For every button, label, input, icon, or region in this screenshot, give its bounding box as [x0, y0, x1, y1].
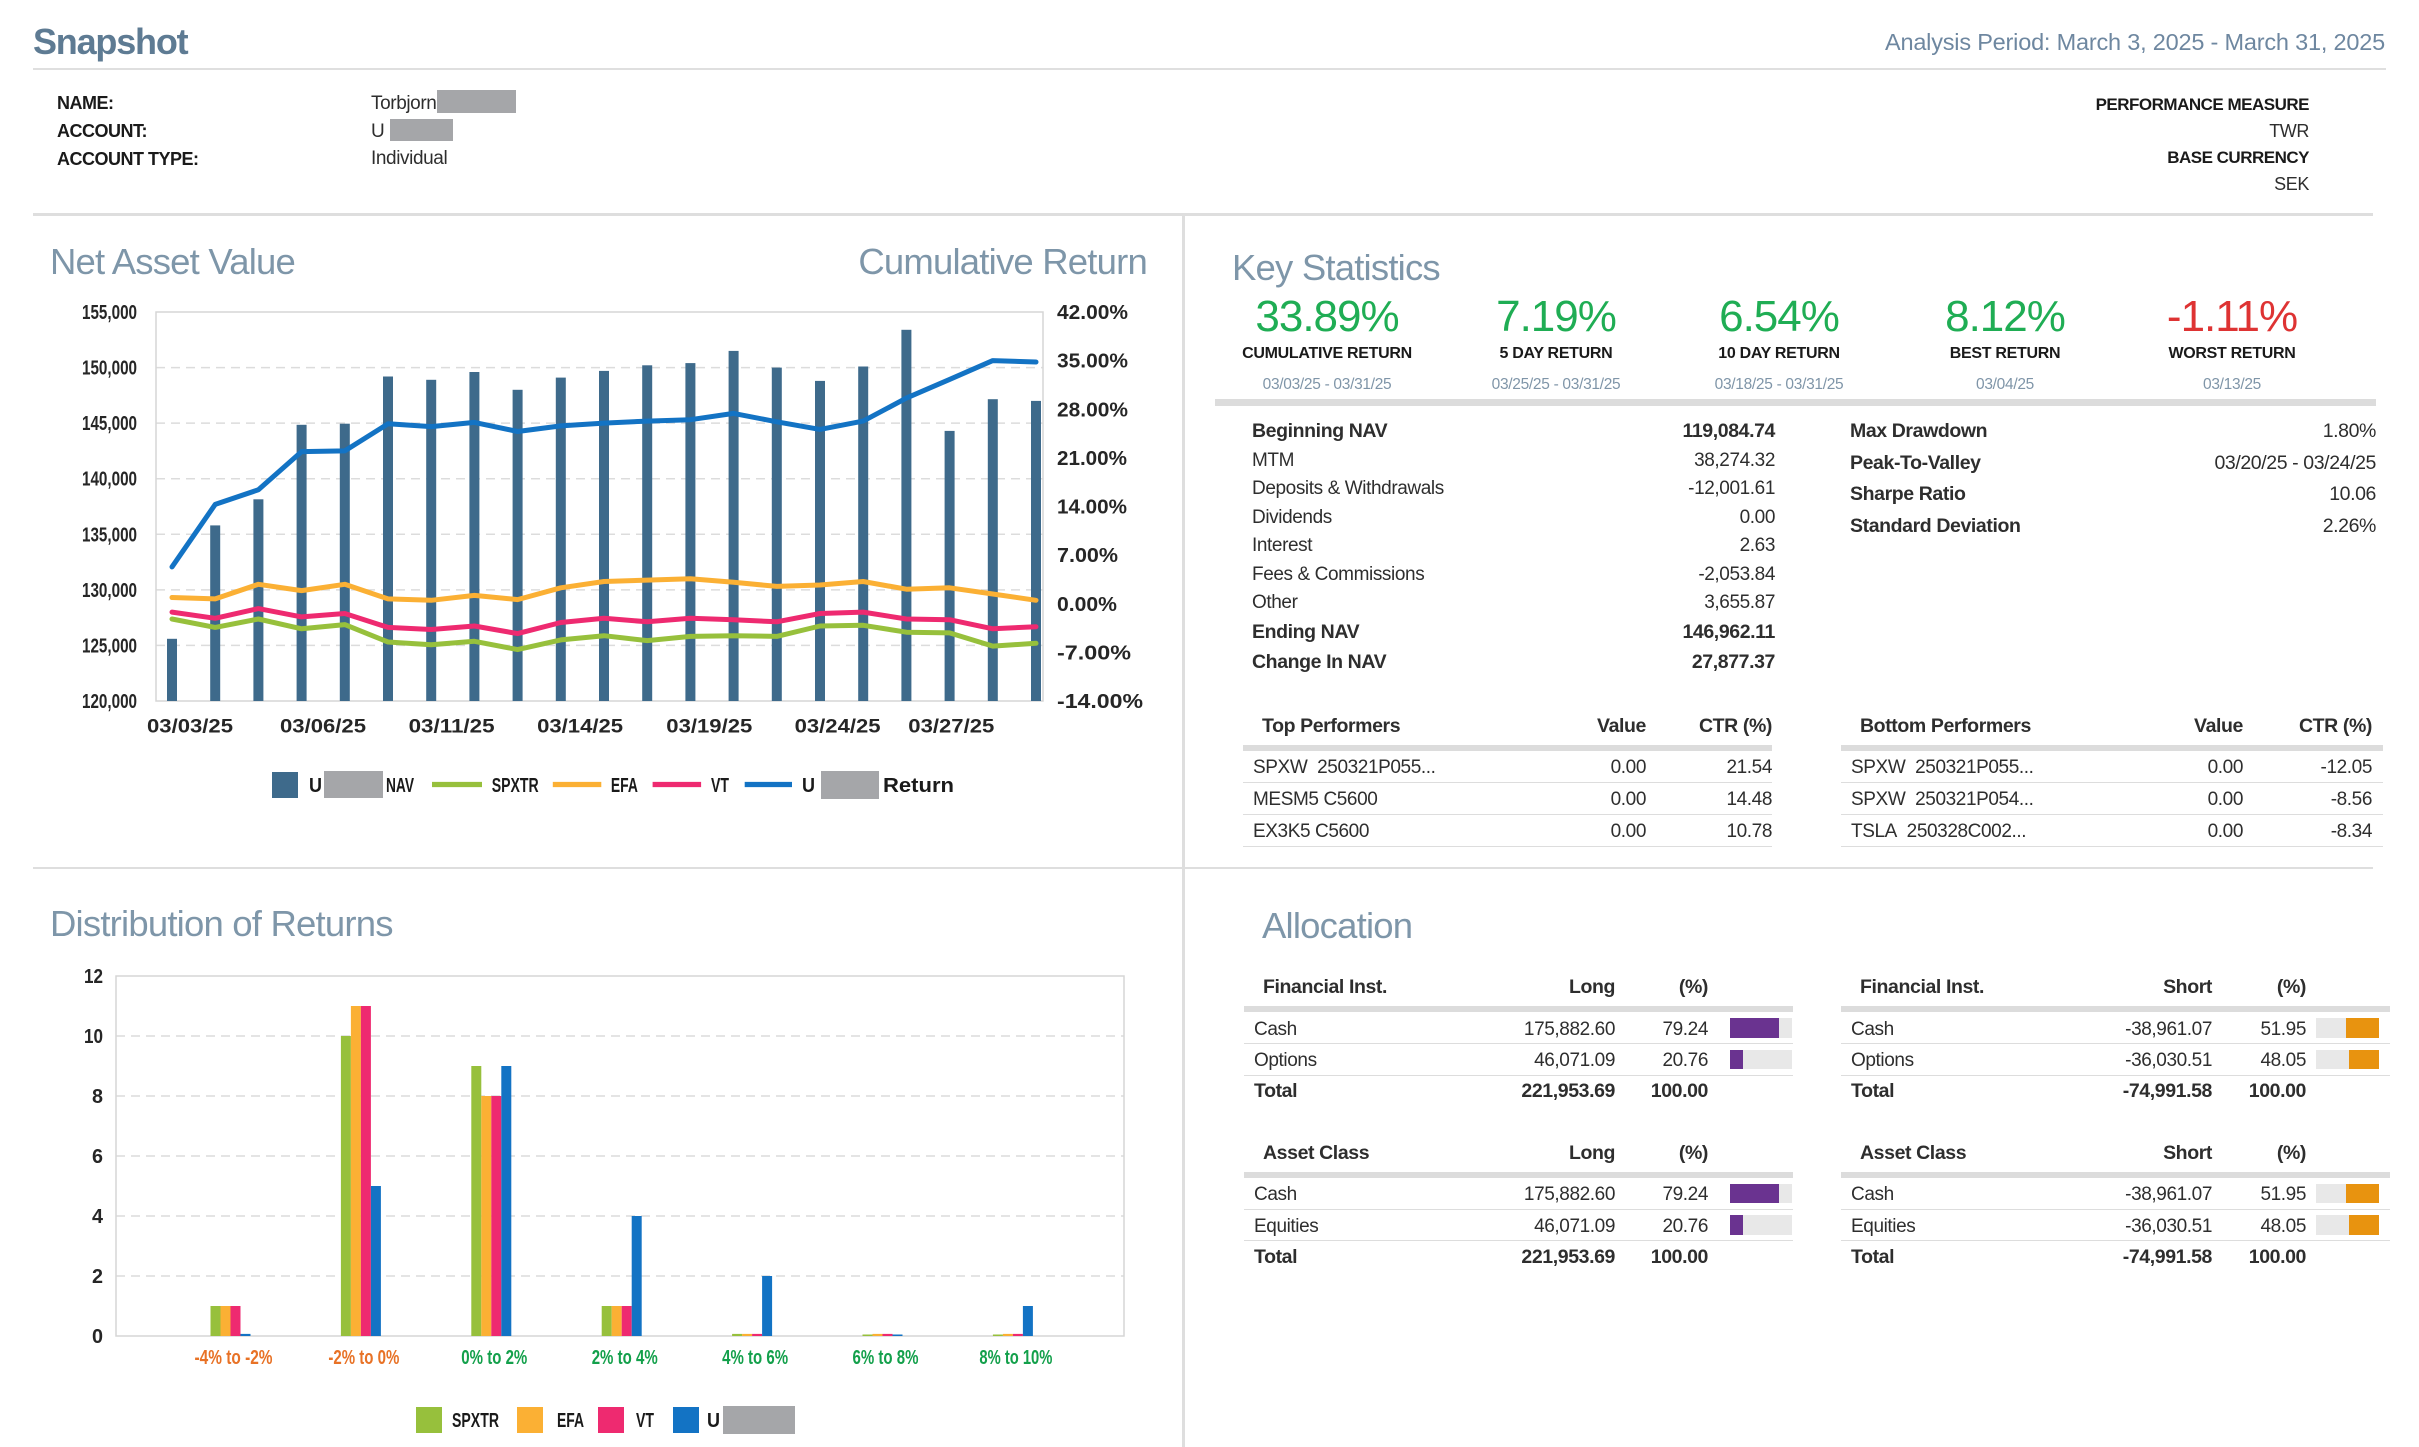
svg-text:6% to 8%: 6% to 8% — [853, 1347, 919, 1369]
svg-text:EFA: EFA — [611, 774, 638, 797]
svg-text:U: U — [802, 774, 815, 797]
svg-text:14.00%: 14.00% — [1057, 497, 1127, 519]
svg-text:35.00%: 35.00% — [1057, 351, 1128, 373]
svg-text:U: U — [707, 1409, 720, 1432]
svg-text:42.00%: 42.00% — [1057, 302, 1128, 324]
svg-text:0: 0 — [92, 1326, 103, 1348]
svg-text:140,000: 140,000 — [82, 469, 137, 491]
svg-text:6: 6 — [92, 1146, 103, 1168]
svg-text:10: 10 — [84, 1026, 103, 1048]
svg-text:NAV: NAV — [386, 774, 414, 797]
svg-text:SPXTR: SPXTR — [452, 1409, 499, 1432]
svg-text:0% to 2%: 0% to 2% — [461, 1347, 527, 1369]
svg-text:-4% to -2%: -4% to -2% — [195, 1347, 273, 1369]
svg-text:0.00%: 0.00% — [1057, 594, 1117, 616]
svg-text:12: 12 — [84, 966, 103, 988]
svg-text:03/03/25: 03/03/25 — [147, 716, 233, 738]
svg-text:03/24/25: 03/24/25 — [795, 716, 881, 738]
svg-text:VT: VT — [636, 1409, 654, 1432]
svg-text:150,000: 150,000 — [82, 358, 137, 380]
svg-text:-14.00%: -14.00% — [1057, 691, 1143, 713]
svg-text:EFA: EFA — [557, 1409, 584, 1432]
svg-text:03/06/25: 03/06/25 — [280, 716, 366, 738]
svg-text:155,000: 155,000 — [82, 302, 137, 324]
svg-text:03/19/25: 03/19/25 — [666, 716, 752, 738]
svg-text:4% to 6%: 4% to 6% — [722, 1347, 788, 1369]
svg-text:SPXTR: SPXTR — [492, 774, 539, 797]
svg-text:7.00%: 7.00% — [1057, 545, 1118, 567]
svg-text:Return: Return — [883, 774, 954, 797]
svg-text:2% to 4%: 2% to 4% — [592, 1347, 658, 1369]
svg-text:2: 2 — [92, 1266, 103, 1288]
svg-text:28.00%: 28.00% — [1057, 399, 1128, 421]
svg-text:145,000: 145,000 — [82, 413, 137, 435]
svg-text:8% to 10%: 8% to 10% — [979, 1347, 1052, 1369]
svg-text:4: 4 — [92, 1206, 104, 1228]
svg-text:21.00%: 21.00% — [1057, 448, 1127, 470]
svg-text:135,000: 135,000 — [82, 524, 137, 546]
svg-text:03/27/25: 03/27/25 — [908, 716, 994, 738]
svg-text:120,000: 120,000 — [82, 691, 137, 713]
svg-text:125,000: 125,000 — [82, 635, 137, 657]
svg-text:130,000: 130,000 — [82, 580, 137, 602]
svg-text:VT: VT — [711, 774, 729, 797]
svg-text:-2% to 0%: -2% to 0% — [328, 1347, 399, 1369]
svg-text:8: 8 — [92, 1086, 103, 1108]
svg-text:U: U — [309, 774, 322, 797]
svg-text:-7.00%: -7.00% — [1057, 642, 1131, 664]
svg-text:03/11/25: 03/11/25 — [409, 716, 495, 738]
svg-text:03/14/25: 03/14/25 — [537, 716, 623, 738]
